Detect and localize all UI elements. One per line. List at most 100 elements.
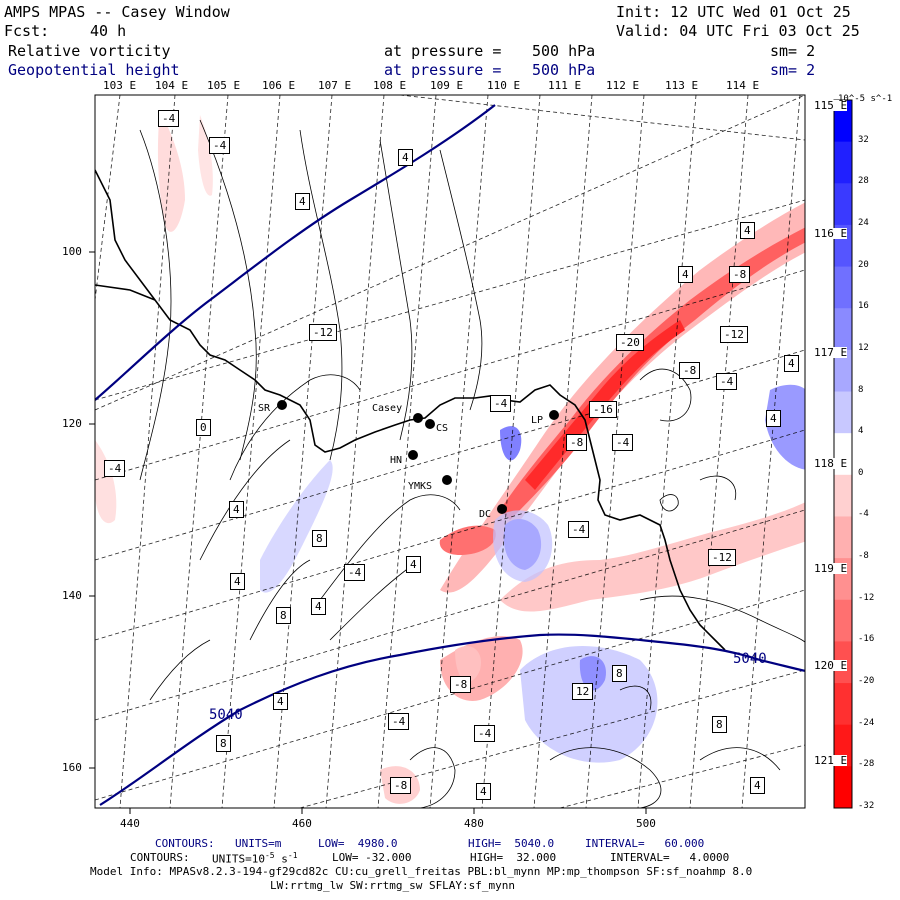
vorticity-label: 4 [678,266,693,283]
vorticity-label: -12 [309,324,337,341]
lon-label-right: 121 E [814,754,848,767]
pos-vorticity-left-strip [260,460,333,593]
vort-contours-units: UNITS=10-5 s-1 [212,851,298,866]
vorticity-label: 4 [230,573,245,590]
colorbar-tick-label: 32 [858,134,869,145]
colorbar [833,99,853,809]
lon-label-right: 118 E [814,457,848,470]
neg-vorticity-bottom-2 [455,646,481,682]
vorticity-label: -4 [344,564,366,581]
vorticity-label: -4 [490,395,512,412]
colorbar-swatch [834,308,852,351]
lon-label-right: 119 E [814,562,848,575]
colorbar-swatch [834,266,852,309]
height-contour-label: 5040 [209,707,243,723]
lon-label-top: 111 E [548,79,582,92]
lon-label-top: 110 E [487,79,521,92]
vorticity-label: -8 [566,434,588,451]
colorbar-tick-label: -12 [858,592,875,603]
height-contours-high: HIGH= 5040.0 [468,837,555,850]
lon-label-right: 120 E [814,659,848,672]
field1-smooth: sm= 2 [770,42,816,60]
height-contour-north [95,104,496,401]
colorbar-tick-label: -24 [858,717,875,728]
y-tick-label: 120 [62,417,82,430]
colorbar-tick-label: 12 [858,342,869,353]
vorticity-label: 4 [406,556,421,573]
neg-vorticity-left [95,440,117,524]
x-tick-label: 500 [636,817,656,830]
vorticity-label: -4 [568,521,590,538]
vorticity-label: -8 [450,676,472,693]
height-contour-5040 [99,633,805,806]
colorbar-tick-label: -20 [858,676,875,687]
lon-label-right: 117 E [814,346,848,359]
vorticity-label: 8 [712,716,727,733]
vorticity-label: 4 [229,501,244,518]
colorbar-tick-label: 20 [858,259,869,270]
vorticity-label: 8 [276,607,291,624]
init-time: Init: 12 UTC Wed 01 Oct 25 [616,3,851,21]
vorticity-label: 0 [196,419,211,436]
vort-contours-interval: INTERVAL= 4.0000 [610,851,730,864]
height-contours-units: UNITS=m [235,837,282,850]
colorbar-tick-label: 28 [858,176,869,187]
vorticity-label: 4 [766,410,781,427]
field2-name: Geopotential height [8,61,180,79]
field1-name: Relative vorticity [8,42,171,60]
vorticity-label: -4 [612,434,634,451]
vort-contours-label: CONTOURS: [130,851,190,864]
vorticity-label: -12 [708,549,736,566]
vorticity-label: -8 [729,266,751,283]
neg-vorticity-sw [439,525,496,555]
vorticity-label: 4 [273,693,288,710]
colorbar-swatch [834,141,852,184]
vorticity-label: 4 [311,598,326,615]
height-contour-label: 5040 [733,651,767,667]
colorbar-tick-label: -16 [858,634,875,645]
vorticity-label: -16 [589,401,617,418]
vorticity-label: -4 [474,725,496,742]
colorbar-tick-label: 16 [858,301,869,312]
station-label: CS [436,423,449,434]
colorbar-swatch [834,516,852,559]
vorticity-label: 4 [398,149,413,166]
coastline-west [95,284,156,301]
vorticity-label: -8 [679,362,701,379]
lon-label-top: 108 E [373,79,407,92]
neg-vorticity-top-left-2 [198,115,213,196]
lon-label-top: 104 E [155,79,189,92]
height-contours-low: LOW= 4980.0 [318,837,398,850]
y-tick-label: 100 [62,245,82,258]
lon-label-top: 113 E [665,79,699,92]
colorbar-swatch [834,349,852,393]
vorticity-label: 4 [750,777,765,794]
vorticity-label: -4 [209,137,231,154]
pos-vorticity-ne [500,426,522,461]
x-tick-label: 440 [120,817,140,830]
vorticity-label: 8 [216,735,231,752]
y-tick-label: 140 [62,589,82,602]
forecast-hours: 40 h [90,22,127,40]
vort-contours-high: HIGH= 32.000 [470,851,557,864]
colorbar-tick-label: -8 [858,551,869,562]
station-label: SR [258,403,271,414]
vorticity-label: -4 [158,110,180,127]
lon-label-top: 105 E [207,79,241,92]
coastline [95,169,726,651]
field2-level-label: at pressure = [384,61,502,79]
lon-label-top: 106 E [262,79,296,92]
vorticity-label: -12 [720,326,748,343]
height-contours-interval: INTERVAL= 60.000 [585,837,705,850]
lon-label-right: 115 E [814,99,848,112]
neg-vorticity-top-left [157,110,185,232]
pos-vorticity-center-ring [493,510,553,582]
field1-level: 500 hPa [532,42,596,60]
station-label: DC [479,509,492,520]
forecast-label: Fcst: [4,22,50,40]
colorbar-swatch [834,766,852,809]
lon-label-top: 109 E [430,79,464,92]
field1-level-label: at pressure = [384,42,502,60]
colorbar-swatch [834,183,852,226]
